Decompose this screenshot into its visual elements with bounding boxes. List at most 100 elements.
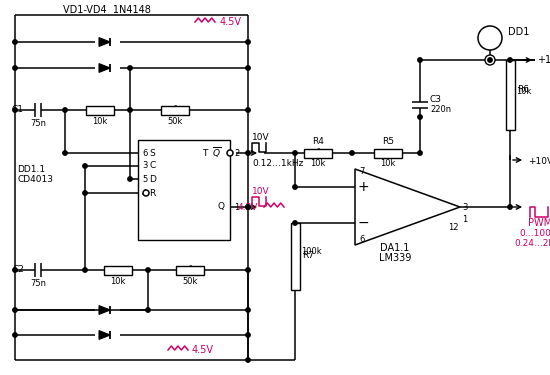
Circle shape [488, 58, 492, 62]
Text: 4.5V: 4.5V [238, 202, 258, 211]
Text: 75n: 75n [30, 279, 46, 288]
Circle shape [246, 205, 250, 209]
Text: DD1: DD1 [508, 27, 529, 37]
Circle shape [13, 66, 17, 70]
Text: +: + [357, 180, 369, 194]
Text: 6: 6 [142, 148, 147, 158]
Text: 1: 1 [462, 214, 468, 223]
Text: 100k: 100k [301, 248, 322, 256]
Text: 50k: 50k [182, 276, 197, 285]
Polygon shape [99, 38, 110, 46]
Circle shape [13, 40, 17, 44]
Circle shape [83, 164, 87, 168]
Circle shape [418, 58, 422, 62]
Text: 10k: 10k [92, 117, 108, 126]
Text: PWM: PWM [528, 218, 550, 228]
Circle shape [293, 221, 297, 225]
Circle shape [246, 268, 250, 272]
Text: 12: 12 [448, 222, 459, 231]
Bar [176, 266, 204, 274]
Text: −: − [357, 216, 369, 230]
Bar [304, 148, 332, 158]
Text: C2: C2 [12, 266, 24, 274]
Text: 4.5V: 4.5V [220, 17, 242, 27]
Text: 3: 3 [142, 162, 147, 171]
Text: R7: R7 [302, 252, 314, 261]
Circle shape [508, 205, 512, 209]
Circle shape [246, 151, 250, 155]
Circle shape [418, 115, 422, 119]
Circle shape [146, 268, 150, 272]
Text: 6: 6 [359, 236, 364, 244]
Text: 0.12…1kHz: 0.12…1kHz [252, 159, 304, 168]
Circle shape [246, 358, 250, 362]
Text: C3: C3 [430, 96, 442, 105]
Polygon shape [355, 169, 460, 245]
Circle shape [63, 108, 67, 112]
Text: 10k: 10k [310, 159, 326, 168]
Circle shape [418, 151, 422, 155]
Text: 10V: 10V [252, 132, 270, 141]
Circle shape [246, 40, 250, 44]
Text: 220n: 220n [430, 105, 451, 114]
Text: R5: R5 [382, 137, 394, 146]
Circle shape [293, 185, 297, 189]
Circle shape [246, 108, 250, 112]
Text: S: S [149, 148, 155, 158]
Text: 5: 5 [142, 174, 147, 183]
Text: 14: 14 [486, 57, 494, 63]
Polygon shape [99, 306, 110, 314]
Bar [290, 222, 300, 290]
Text: 3: 3 [462, 202, 468, 211]
Bar [104, 266, 132, 274]
Circle shape [146, 308, 150, 312]
Circle shape [13, 333, 17, 337]
Text: DA1.1: DA1.1 [380, 243, 410, 253]
Bar [374, 148, 402, 158]
Circle shape [350, 151, 354, 155]
Text: +10V: +10V [528, 158, 550, 166]
Circle shape [128, 177, 132, 181]
Text: 1: 1 [234, 202, 239, 211]
Circle shape [83, 268, 87, 272]
Circle shape [227, 150, 233, 156]
Text: 4.5V: 4.5V [192, 345, 214, 355]
Polygon shape [99, 331, 110, 339]
Text: 0.24…2kHz: 0.24…2kHz [514, 238, 550, 248]
Text: VD1-VD4  1N4148: VD1-VD4 1N4148 [63, 5, 151, 15]
Circle shape [63, 151, 67, 155]
Circle shape [246, 333, 250, 337]
Circle shape [83, 191, 87, 195]
Circle shape [246, 66, 250, 70]
Circle shape [293, 151, 297, 155]
Text: 10k: 10k [111, 276, 126, 285]
Text: DD1.1: DD1.1 [17, 165, 45, 174]
Text: T: T [202, 148, 207, 158]
Text: 4: 4 [142, 189, 147, 198]
Text: 50k: 50k [167, 117, 183, 126]
Text: 10k: 10k [380, 159, 395, 168]
Text: $\overline{Q}$: $\overline{Q}$ [212, 146, 221, 160]
Text: C: C [149, 162, 155, 171]
Circle shape [485, 55, 495, 65]
Text: CD4013: CD4013 [17, 176, 53, 184]
Text: Q: Q [218, 202, 225, 211]
Text: LM339: LM339 [379, 253, 411, 263]
Circle shape [143, 190, 149, 196]
Text: 7: 7 [359, 168, 364, 177]
Bar [161, 105, 189, 114]
Circle shape [478, 26, 502, 50]
Text: 0…100%: 0…100% [520, 228, 550, 237]
Circle shape [13, 108, 17, 112]
Circle shape [128, 66, 132, 70]
Text: +10V: +10V [537, 55, 550, 65]
Text: 2: 2 [234, 148, 239, 158]
Polygon shape [99, 64, 110, 72]
Text: 7: 7 [487, 33, 493, 43]
Text: D: D [149, 174, 156, 183]
Text: R: R [149, 189, 155, 198]
Text: 10V: 10V [252, 186, 270, 195]
Bar [86, 105, 114, 114]
Bar [138, 140, 230, 240]
Text: R6: R6 [517, 84, 529, 93]
